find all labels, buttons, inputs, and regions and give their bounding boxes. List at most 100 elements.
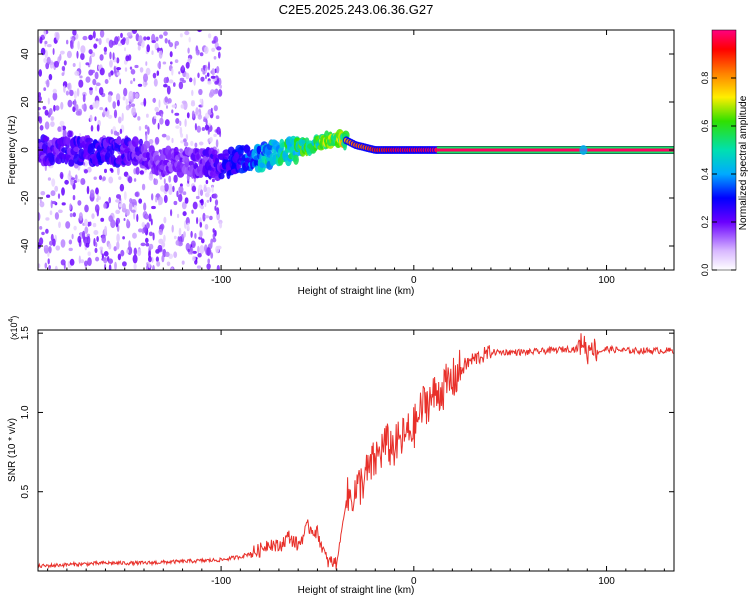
- spectrogram-noise-cell: [45, 62, 50, 70]
- spectrogram-noise-cell: [82, 35, 88, 41]
- spectrogram-noise-cell: [84, 226, 89, 234]
- spectrogram-noise-cell: [207, 258, 210, 264]
- spectrogram-noise-cell: [157, 62, 161, 69]
- spectrogram-noise-cell: [196, 125, 201, 133]
- colorbar-label: Normalized spectral amplitude: [738, 95, 749, 230]
- spectrogram-noise-cell: [146, 113, 149, 118]
- spectrogram-noise-cell: [148, 139, 154, 145]
- snr-xtick-label: 100: [598, 576, 615, 587]
- spectrogram-noise-cell: [38, 92, 41, 97]
- spectrogram-noise-cell: [59, 171, 64, 179]
- spectrogram-noise-cell: [87, 166, 92, 173]
- spectrogram-noise-cell: [69, 89, 74, 97]
- spectrogram-noise-cell: [176, 190, 179, 198]
- spectrogram-noise-cell: [84, 260, 88, 267]
- spectrogram-noise-cell: [162, 61, 167, 65]
- spectrogram-noise-cell: [179, 126, 183, 136]
- spectrogram-noise-cell: [157, 122, 160, 130]
- spectrogram-noise-cell: [181, 201, 187, 210]
- spectrogram-noise-cell: [114, 261, 117, 270]
- spectrogram-noise-cell: [46, 44, 52, 48]
- spectrogram-noise-cell: [78, 255, 81, 264]
- spectrogram-noise-cell: [54, 212, 60, 220]
- spectrogram-noise-cell: [116, 241, 120, 250]
- spectrogram-noise-cell: [60, 125, 64, 133]
- spectrogram-noise-cell: [158, 201, 162, 206]
- spectrogram-noise-cell: [139, 170, 144, 175]
- spectrogram-ridge-cell: [85, 137, 93, 144]
- spectrogram-noise-cell: [98, 175, 103, 181]
- spectrogram-noise-cell: [174, 59, 179, 63]
- spectrogram-noise-cell: [137, 116, 141, 121]
- spectrogram-noise-cell: [43, 57, 47, 64]
- spectrogram-noise-cell: [119, 128, 123, 134]
- spectrogram-noise-cell: [67, 99, 73, 108]
- spectrogram-panel: -100 0 100 -40 -20 0 20 40 Height of straight l…: [7, 29, 675, 297]
- spectrogram-noise-cell: [175, 240, 180, 246]
- spectrogram-noise-cell: [94, 71, 99, 80]
- spectrogram-noise-cell: [108, 176, 114, 184]
- spectrogram-noise-cell: [141, 183, 146, 191]
- spectrogram-noise-cell: [159, 117, 164, 125]
- spectrogram-noise-cell: [184, 197, 189, 204]
- spectrogram-noise-cell: [199, 221, 203, 228]
- spectrogram-ridge-cell: [194, 148, 201, 155]
- spectrogram-noise-cell: [172, 185, 175, 193]
- spectrogram-noise-cell: [145, 132, 148, 142]
- spectrogram-noise-cell: [96, 100, 100, 108]
- spectrogram-noise-cell: [109, 60, 113, 68]
- spectrogram-noise-cell: [191, 110, 195, 119]
- spectrogram-noise-cell: [117, 116, 122, 124]
- spectrogram-noise-cell: [130, 69, 136, 75]
- spectrogram-noise-cell: [44, 121, 50, 130]
- spectrogram-noise-cell: [132, 232, 137, 239]
- spectrogram-noise-cell: [144, 124, 148, 130]
- spectrogram-noise-cell: [154, 197, 158, 203]
- spectrogram-ridge-cell: [131, 157, 139, 166]
- spectrogram-noise-cell: [152, 98, 157, 103]
- spectrogram-noise-cell: [205, 74, 207, 80]
- spectrogram-noise-cell: [95, 187, 99, 195]
- spectrogram-noise-cell: [185, 133, 188, 141]
- spectrogram-noise-cell: [93, 176, 97, 180]
- spectrogram-noise-cell: [197, 188, 200, 197]
- spectrogram-noise-cell: [216, 207, 220, 215]
- spectrogram-noise-cell: [215, 139, 219, 148]
- spectrogram-noise-cell: [171, 104, 177, 108]
- spectrogram-noise-cell: [154, 136, 160, 145]
- spectrogram-noise-cell: [200, 76, 205, 82]
- spectrogram-noise-cell: [107, 114, 113, 119]
- spectrogram-noise-cell: [103, 256, 108, 264]
- spectrogram-noise-cell: [115, 199, 120, 203]
- spectrogram-noise-cell: [125, 55, 130, 62]
- spectrogram-noise-cell: [108, 215, 113, 223]
- spectrogram-noise-cell: [158, 50, 163, 59]
- spectrogram-noise-cell: [163, 84, 168, 88]
- spectrogram-noise-cell: [206, 186, 211, 194]
- spectrogram-noise-cell: [52, 238, 56, 247]
- spectrogram-noise-cell: [153, 178, 159, 186]
- spectrogram-noise-cell: [211, 68, 216, 76]
- spectrogram-noise-cell: [199, 98, 203, 104]
- spectrogram-noise-cell: [60, 239, 66, 248]
- spectrogram-noise-cell: [68, 170, 71, 177]
- spectrogram-noise-cell: [191, 89, 194, 96]
- spectrogram-noise-cell: [168, 175, 172, 183]
- spectrogram-noise-cell: [87, 251, 91, 256]
- spectrogram-noise-cell: [155, 36, 159, 42]
- spectrogram-noise-cell: [214, 80, 219, 85]
- spectrogram-noise-cell: [79, 75, 83, 79]
- spectrogram-noise-cell: [87, 257, 92, 266]
- spectrogram-noise-cell: [154, 106, 159, 112]
- spectrogram-noise-cell: [75, 174, 78, 181]
- spectrogram-noise-cell: [151, 257, 154, 263]
- spectrogram-noise-cell: [92, 30, 96, 39]
- spectrogram-noise-cell: [164, 38, 168, 44]
- spectrogram-noise-cell: [100, 217, 105, 222]
- spectrogram-noise-cell: [103, 202, 107, 209]
- spectrogram-noise-cell: [216, 46, 222, 51]
- spectrogram-noise-cell: [138, 228, 143, 233]
- spectrogram-ridge-cell: [293, 154, 299, 165]
- spectrogram-noise-cell: [130, 209, 136, 213]
- spectrogram-noise-cell: [78, 61, 81, 70]
